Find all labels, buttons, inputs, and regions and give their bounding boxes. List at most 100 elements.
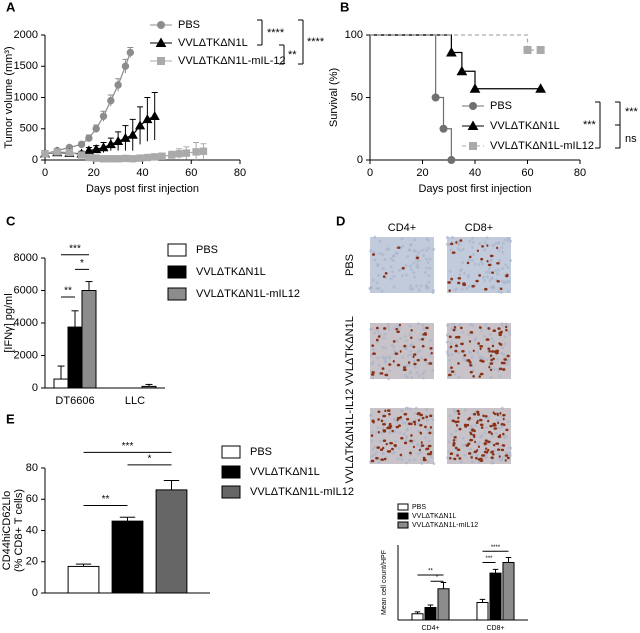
micrograph-texture xyxy=(400,274,404,278)
marker xyxy=(469,102,477,110)
stained-cell xyxy=(427,444,432,448)
micrograph-texture xyxy=(405,428,409,432)
stained-cell xyxy=(390,447,394,451)
stained-cell xyxy=(395,327,399,331)
sig-label: * xyxy=(80,258,84,269)
micrograph-texture xyxy=(470,424,474,428)
micrograph-texture xyxy=(425,266,429,270)
micrograph-texture xyxy=(459,460,463,464)
stained-cell xyxy=(453,457,457,461)
y-axis-label: Survival (%) xyxy=(328,68,340,127)
stained-cell xyxy=(500,422,505,426)
y-tick-label: 20 xyxy=(26,556,38,568)
sig-label: ** xyxy=(288,49,297,61)
micrograph-texture xyxy=(382,336,386,340)
micrograph-texture xyxy=(409,287,413,291)
stained-cell xyxy=(498,455,501,458)
stained-cell xyxy=(384,271,388,275)
stained-cell xyxy=(403,366,406,369)
stained-cell xyxy=(399,453,403,457)
micrograph-texture xyxy=(405,375,409,379)
bar xyxy=(437,588,450,621)
y-axis-label: [IFNγ] pg/ml xyxy=(3,293,15,352)
stained-cell xyxy=(425,326,429,330)
micrograph-texture xyxy=(489,375,493,379)
x-tick-label: 0 xyxy=(367,167,373,179)
stained-cell xyxy=(413,362,417,366)
marker xyxy=(99,112,108,120)
legend-label: VVLΔTKΔN1L-mIL-12 xyxy=(178,55,286,67)
micrograph-texture xyxy=(498,259,502,263)
x-tick-label: 40 xyxy=(469,167,481,179)
micrograph-texture xyxy=(447,353,451,357)
stained-cell xyxy=(505,328,508,332)
micrograph-texture xyxy=(409,264,413,268)
y-tick-label: 50 xyxy=(351,91,363,103)
stained-cell xyxy=(394,352,399,355)
stained-cell xyxy=(371,373,375,376)
micrograph-texture xyxy=(397,327,401,331)
micrograph-texture xyxy=(427,428,431,432)
row-label: PBS xyxy=(344,254,356,276)
x-tick-label: 80 xyxy=(234,167,246,179)
legend-swatch xyxy=(167,243,187,257)
stained-cell xyxy=(412,345,416,349)
stained-cell xyxy=(469,431,472,434)
stained-cell xyxy=(473,450,478,454)
micrograph-texture xyxy=(478,354,482,358)
marker xyxy=(469,83,481,93)
micrograph-texture xyxy=(484,455,488,459)
stained-cell xyxy=(415,256,420,260)
stained-cell xyxy=(428,362,433,365)
micrograph-texture xyxy=(377,460,381,464)
micrograph-texture xyxy=(476,443,480,447)
stained-cell xyxy=(456,454,459,457)
micrograph-texture xyxy=(456,247,460,251)
micrograph-texture xyxy=(376,330,380,334)
micrograph-texture xyxy=(369,414,373,418)
micrograph-texture xyxy=(425,407,429,411)
micrograph-texture xyxy=(509,259,513,263)
micrograph-texture xyxy=(508,454,512,458)
stained-cell xyxy=(461,349,465,353)
stained-cell xyxy=(496,246,499,250)
micrograph-texture xyxy=(369,353,373,357)
micrograph-texture xyxy=(431,368,435,372)
micrograph-texture xyxy=(426,261,430,265)
micrograph-texture xyxy=(413,238,417,242)
micrograph-texture xyxy=(450,236,454,240)
micrograph-texture xyxy=(484,426,488,430)
micrograph-texture xyxy=(468,239,472,243)
stained-cell xyxy=(413,422,417,426)
bar xyxy=(502,562,515,621)
y-tick-label: 80 xyxy=(26,462,38,474)
stained-cell xyxy=(487,263,492,267)
micrograph-texture xyxy=(509,446,513,450)
stained-cell xyxy=(397,246,401,249)
micrograph-texture xyxy=(404,339,408,343)
micrograph-texture xyxy=(471,240,475,244)
micrograph-texture xyxy=(462,271,466,275)
micrograph-texture xyxy=(458,273,462,277)
stained-cell xyxy=(451,419,456,423)
micrograph-texture xyxy=(484,323,488,327)
micrograph xyxy=(370,323,434,379)
stained-cell xyxy=(502,432,505,436)
micrograph-texture xyxy=(393,418,397,422)
micrograph-texture xyxy=(497,248,501,252)
micrograph-texture xyxy=(418,349,422,353)
micrograph-texture xyxy=(488,270,492,274)
micrograph-texture xyxy=(490,435,494,439)
legend-label: VVLΔTKΔN1L-mIL12 xyxy=(250,486,354,498)
y-tick-label: 0 xyxy=(32,587,38,599)
micrograph-texture xyxy=(391,451,395,455)
micrograph-texture xyxy=(412,458,416,462)
stained-cell xyxy=(458,427,462,431)
micrograph-texture xyxy=(393,349,397,353)
stained-cell xyxy=(502,413,506,417)
stained-cell xyxy=(486,244,489,247)
micrograph-texture xyxy=(414,259,418,263)
stained-cell xyxy=(506,456,510,460)
column-label: CD4+ xyxy=(388,222,416,234)
marker xyxy=(107,155,115,163)
